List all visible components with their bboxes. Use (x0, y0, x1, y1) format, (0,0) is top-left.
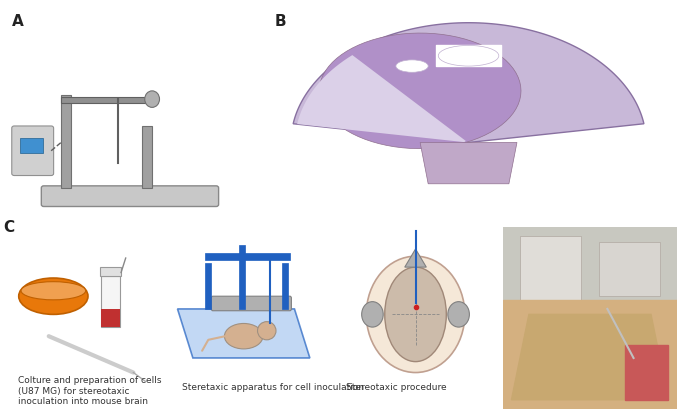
Polygon shape (512, 314, 668, 400)
Bar (101, 276, 120, 327)
Bar (205, 263, 211, 309)
Polygon shape (420, 142, 517, 184)
Text: Steretaxic apparatus for cell inoculation: Steretaxic apparatus for cell inoculatio… (182, 383, 365, 392)
Bar (239, 245, 245, 309)
Polygon shape (293, 23, 644, 142)
Polygon shape (405, 249, 426, 267)
Ellipse shape (21, 282, 86, 300)
Text: Colture and preparation of cells
(U87 MG) for stereotaxic
inoculation into mouse: Colture and preparation of cells (U87 MG… (18, 376, 161, 406)
Polygon shape (178, 309, 310, 358)
Bar (282, 263, 288, 309)
Bar (520, 236, 581, 300)
Text: B: B (275, 14, 287, 29)
Bar (101, 309, 120, 327)
Ellipse shape (438, 45, 499, 66)
Ellipse shape (224, 323, 263, 349)
Polygon shape (503, 300, 677, 409)
Bar (142, 126, 152, 188)
Ellipse shape (384, 267, 446, 362)
Circle shape (367, 256, 465, 373)
FancyBboxPatch shape (211, 296, 291, 311)
Ellipse shape (18, 278, 88, 314)
FancyBboxPatch shape (41, 186, 219, 206)
Bar (61, 95, 71, 188)
Bar (61, 97, 152, 103)
Bar (598, 242, 659, 296)
Circle shape (448, 301, 469, 327)
FancyBboxPatch shape (12, 126, 53, 176)
Ellipse shape (145, 91, 159, 107)
Ellipse shape (396, 60, 428, 72)
Bar (205, 253, 290, 260)
Circle shape (362, 301, 383, 327)
Bar (503, 227, 677, 309)
Bar (100, 267, 121, 276)
Text: A: A (12, 14, 23, 29)
Polygon shape (319, 33, 521, 149)
Text: C: C (3, 220, 14, 235)
Bar (21, 138, 42, 153)
Polygon shape (297, 55, 466, 142)
Ellipse shape (257, 322, 276, 340)
Text: Stereotaxic procedure: Stereotaxic procedure (346, 383, 447, 392)
Polygon shape (624, 345, 668, 400)
